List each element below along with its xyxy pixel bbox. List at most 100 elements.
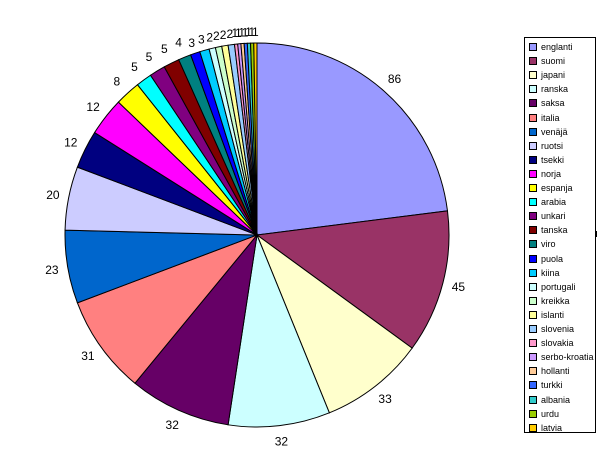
legend-label: italia [541, 112, 560, 123]
legend-swatch [529, 99, 537, 108]
legend-label: serbo-kroatia [541, 352, 594, 363]
chart-legend: englanti suomi japani ranska saksa italia venä… [524, 37, 596, 433]
legend-item: saksa [529, 97, 565, 109]
data-label-unkari: 5 [146, 50, 153, 64]
legend-item: islanti [529, 309, 564, 321]
legend-item: espanja [529, 182, 573, 194]
legend-item: urdu [529, 408, 559, 420]
data-label-puola: 3 [188, 36, 195, 50]
legend-swatch [529, 57, 537, 66]
legend-label: kiina [541, 267, 560, 278]
legend-item: slovakia [529, 337, 574, 349]
legend-label: urdu [541, 408, 560, 419]
legend-item: ranska [529, 83, 568, 95]
legend-item: tanska [529, 224, 568, 236]
legend-item: suomi [529, 55, 565, 67]
legend-swatch [529, 409, 537, 418]
legend-label: japani [541, 70, 566, 81]
legend-item: kreikka [529, 295, 570, 307]
legend-swatch [529, 367, 537, 376]
legend-swatch [529, 268, 537, 277]
legend-item: englanti [529, 41, 573, 53]
legend-swatch [529, 155, 537, 164]
pie-slice-latvia [253, 42, 258, 236]
data-label-islanti: 2 [220, 28, 227, 42]
data-label-serbo-kroatia: 1 [235, 26, 242, 40]
legend-item: japani [529, 69, 565, 81]
legend-swatch [529, 325, 537, 333]
data-label-latvia: 1 [252, 25, 259, 39]
data-label-ranska: 32 [275, 435, 289, 449]
legend-label: hollanti [541, 366, 570, 377]
legend-item: viro [529, 238, 556, 250]
legend-label: albania [541, 394, 571, 405]
data-label-englanti: 86 [388, 72, 402, 86]
legend-swatch [529, 282, 537, 291]
legend-item: ruotsi [529, 140, 563, 152]
legend-item: serbo-kroatia [529, 351, 594, 363]
data-label-suomi: 45 [452, 280, 466, 294]
legend-label: ruotsi [541, 140, 564, 151]
legend-swatch [529, 127, 537, 136]
data-label-tsekki: 12 [64, 135, 78, 149]
data-label-portugali: 2 [206, 31, 213, 45]
data-label-arabia: 5 [131, 60, 138, 74]
legend-item: norja [529, 168, 561, 180]
legend-item: kiina [529, 267, 560, 279]
legend-item: unkari [529, 210, 566, 222]
data-label-kreikka: 2 [213, 29, 220, 43]
edge-tick-mark [596, 231, 597, 237]
data-label-slovenia: 2 [226, 27, 233, 41]
legend-label: saksa [541, 98, 565, 109]
pie-slice-japani [255, 233, 413, 414]
legend-swatch [529, 226, 537, 235]
legend-swatch [529, 169, 537, 178]
legend-item: latvia [529, 422, 562, 434]
legend-swatch [529, 141, 537, 150]
data-label-albania: 1 [245, 25, 252, 39]
data-label-ruotsi: 20 [46, 188, 60, 202]
legend-label: ranska [541, 84, 569, 95]
legend-swatch [529, 310, 537, 319]
legend-label: norja [541, 168, 562, 179]
legend-swatch [529, 240, 537, 249]
legend-swatch [529, 184, 537, 192]
legend-label: suomi [541, 56, 566, 67]
legend-label: englanti [541, 42, 573, 52]
data-label-hollanti: 1 [238, 26, 245, 40]
data-label-kiina: 3 [198, 33, 205, 47]
legend-item: italia [529, 112, 560, 124]
data-label-slovakia: 1 [232, 26, 239, 40]
data-label-espanja: 8 [114, 74, 121, 88]
data-label-japani: 33 [378, 392, 392, 406]
legend-swatch [529, 353, 537, 362]
legend-label: portugali [541, 281, 576, 292]
legend-label: islanti [541, 309, 565, 320]
legend-swatch [529, 43, 537, 51]
pie-slice-englanti [256, 42, 449, 236]
data-label-saksa: 32 [166, 418, 180, 432]
legend-label: tsekki [541, 154, 565, 165]
legend-label: latvia [541, 422, 563, 433]
pie-slice-italia [76, 233, 259, 384]
legend-swatch [529, 198, 537, 207]
data-label-tanska: 5 [161, 42, 168, 56]
data-label-turkki: 1 [242, 25, 249, 39]
legend-label: slovenia [541, 324, 575, 334]
legend-swatch [529, 212, 537, 221]
legend-label: tanska [541, 225, 568, 236]
legend-label: kreikka [541, 295, 570, 306]
legend-swatch [529, 296, 537, 305]
legend-item: turkki [529, 379, 563, 391]
legend-label: viro [541, 239, 556, 250]
legend-item: slovenia [529, 323, 574, 335]
legend-item: portugali [529, 281, 576, 293]
legend-item: arabia [529, 196, 566, 208]
legend-item: hollanti [529, 365, 570, 377]
pie-slice-suomi [255, 210, 450, 349]
pie-slice-saksa [134, 233, 258, 426]
legend-item: puola [529, 253, 563, 265]
legend-label: venäjä [541, 126, 568, 137]
